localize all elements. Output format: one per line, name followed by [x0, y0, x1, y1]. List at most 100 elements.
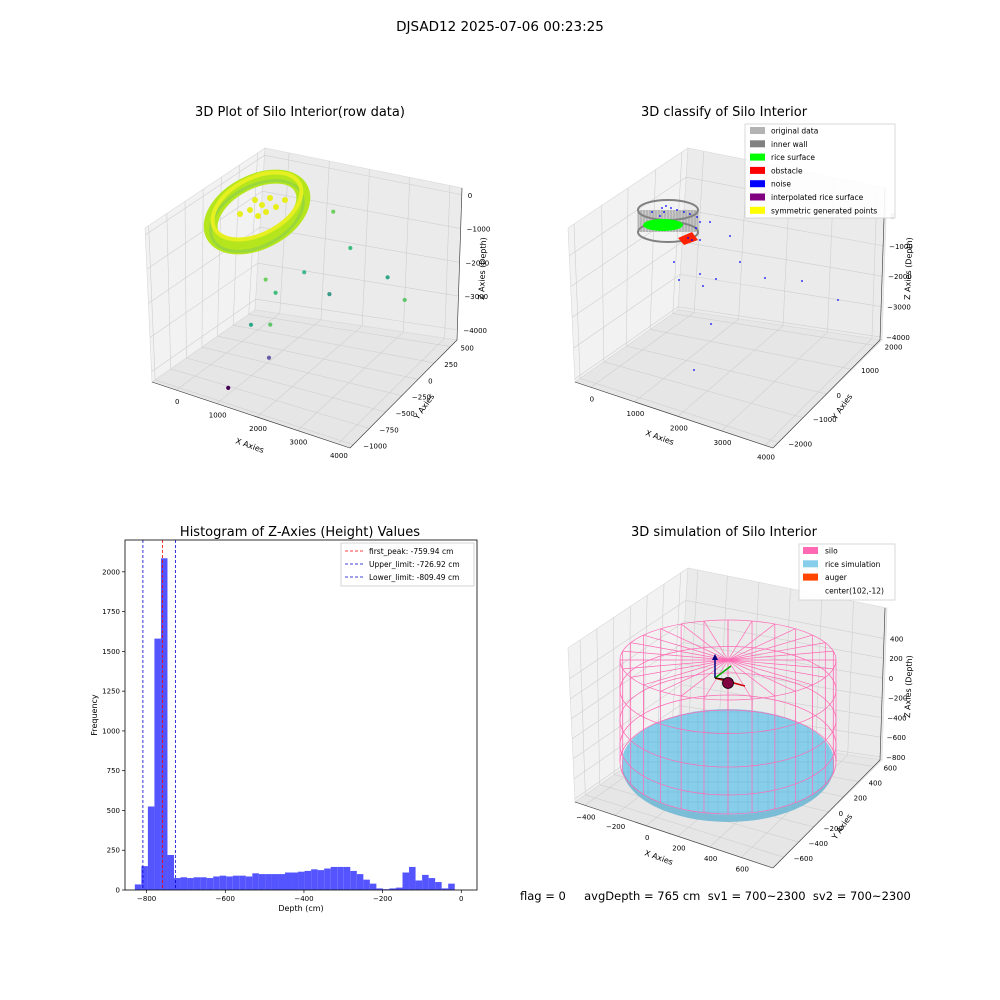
- histogram-bar: [311, 869, 318, 890]
- histogram-bar: [134, 884, 142, 890]
- histogram-bar: [193, 877, 201, 890]
- y-tick-label: −750: [379, 426, 398, 434]
- x-tick-label: 2000: [249, 425, 267, 433]
- histogram-bar: [258, 874, 266, 890]
- histogram-bar: [232, 875, 240, 890]
- y-tick-label: 500: [461, 345, 474, 353]
- histogram-bar: [350, 870, 357, 890]
- histogram-bar: [239, 875, 246, 890]
- histogram-bar: [213, 876, 220, 890]
- z-tick-label: −2000: [466, 259, 490, 267]
- sim-3d-legend: silo rice simulation auger center(102,-12): [798, 543, 896, 601]
- histogram-bar: [402, 872, 410, 890]
- legend-label: first_peak: -759.94 cm: [369, 547, 453, 556]
- legend-label: auger: [825, 573, 848, 582]
- raw-3d-point: [248, 322, 254, 327]
- histogram-bar: [389, 888, 396, 890]
- histogram-bar: [167, 855, 175, 890]
- histogram-bar: [245, 876, 253, 890]
- noise-point: [687, 237, 689, 239]
- z-tick-label: −2000: [888, 273, 912, 281]
- legend-label: Upper_limit: -726.92 cm: [369, 560, 460, 569]
- histogram-bar: [435, 882, 442, 890]
- histogram-bar: [174, 878, 181, 890]
- histogram-bar: [376, 888, 383, 890]
- histogram-bar: [395, 887, 403, 890]
- y-tick-label: −1000: [813, 416, 837, 424]
- classify-3d-title: 3D classify of Silo Interior: [641, 105, 808, 120]
- raw-3d-point: [385, 275, 390, 280]
- histogram-bar: [141, 866, 148, 890]
- y-tick-label: 200: [854, 795, 867, 803]
- classify-3d-zlabel: Z Axies (Depth): [903, 237, 914, 300]
- legend-label: Lower_limit: -809.49 cm: [369, 573, 459, 582]
- histogram-bar: [206, 878, 214, 890]
- z-tick-label: −4000: [463, 327, 487, 335]
- x-tick-label: 2000: [670, 424, 688, 432]
- histogram-bar: [369, 883, 377, 890]
- legend-swatch: [750, 180, 765, 188]
- legend-swatch: [803, 547, 818, 554]
- z-tick-label: 400: [890, 635, 903, 643]
- legend-label: symmetric generated points: [771, 206, 877, 215]
- raw-3d-point: [266, 355, 272, 360]
- hist-axes-frame: [124, 539, 478, 891]
- histogram-bar: [154, 638, 161, 890]
- legend-label: obstacle: [771, 166, 803, 175]
- raw-3d-point: [402, 297, 407, 303]
- z-tick-label: 200: [889, 655, 902, 663]
- hist-y-tick-label: 1500: [102, 648, 120, 656]
- legend-swatch: [750, 140, 765, 148]
- y-tick-label: −200: [824, 825, 843, 833]
- figure-suptitle: DJSAD12 2025-07-06 00:23:25: [396, 19, 604, 35]
- x-tick-label: 400: [704, 855, 717, 863]
- noise-point: [691, 239, 693, 241]
- noise-point: [764, 277, 766, 279]
- histogram-bar: [180, 877, 188, 890]
- histogram-bar: [337, 866, 344, 890]
- hist-y-tick-label: 1000: [102, 727, 120, 735]
- hist-x-tick-label: −400: [294, 895, 313, 903]
- y-tick-label: 0: [837, 392, 841, 400]
- raw-3d-point: [268, 322, 273, 327]
- raw-3d-rice-ring-top: [210, 170, 304, 242]
- y-tick-label: 250: [444, 361, 457, 369]
- raw-3d-zlabel: Z Axies (Depth): [477, 237, 488, 300]
- noise-point: [699, 273, 701, 275]
- histogram-bar: [304, 870, 312, 890]
- noise-point: [715, 278, 717, 280]
- noise-point: [663, 211, 665, 213]
- raw-3d-cluster-point: [255, 213, 261, 219]
- hist-y-tick-label: 1250: [102, 688, 120, 696]
- panel-histogram: Histogram of Z-Axies (Height) Values −80…: [90, 525, 478, 913]
- noise-point: [689, 213, 691, 215]
- raw-3d-cluster-point: [263, 209, 269, 215]
- classify-3d-ylabel: Y Axies: [830, 392, 855, 422]
- histogram-bar: [219, 875, 227, 890]
- noise-point: [702, 285, 704, 287]
- histogram-bar: [271, 874, 279, 890]
- raw-3d-cluster-point: [259, 202, 265, 208]
- y-tick-label: −2000: [788, 441, 812, 449]
- y-tick-label: 1000: [861, 367, 879, 375]
- raw-3d-point: [226, 385, 231, 390]
- hist-y-tick-label: 250: [107, 847, 120, 855]
- x-tick-label: 600: [736, 865, 749, 873]
- z-tick-label: 0: [468, 192, 472, 200]
- noise-point: [665, 205, 667, 207]
- hist-x-tick-label: −800: [137, 895, 156, 903]
- legend-label: rice simulation: [825, 560, 881, 569]
- y-tick-label: 600: [884, 764, 897, 772]
- sim-3d-title: 3D simulation of Silo Interior: [631, 525, 818, 540]
- histogram-bar: [415, 880, 423, 890]
- sim-3d-auger: [712, 654, 746, 689]
- noise-point: [651, 211, 653, 213]
- sim-3d-zlabel: Z Axies (Depth): [903, 655, 914, 718]
- z-tick-label: −400: [887, 714, 906, 722]
- raw-3d-cluster-point: [282, 197, 288, 203]
- z-tick-label: −1000: [889, 243, 913, 251]
- hist-y-tick-label: 1750: [102, 608, 120, 616]
- noise-point: [695, 227, 697, 229]
- x-tick-label: 4000: [757, 453, 775, 461]
- hist-x-tick-label: 0: [459, 895, 463, 903]
